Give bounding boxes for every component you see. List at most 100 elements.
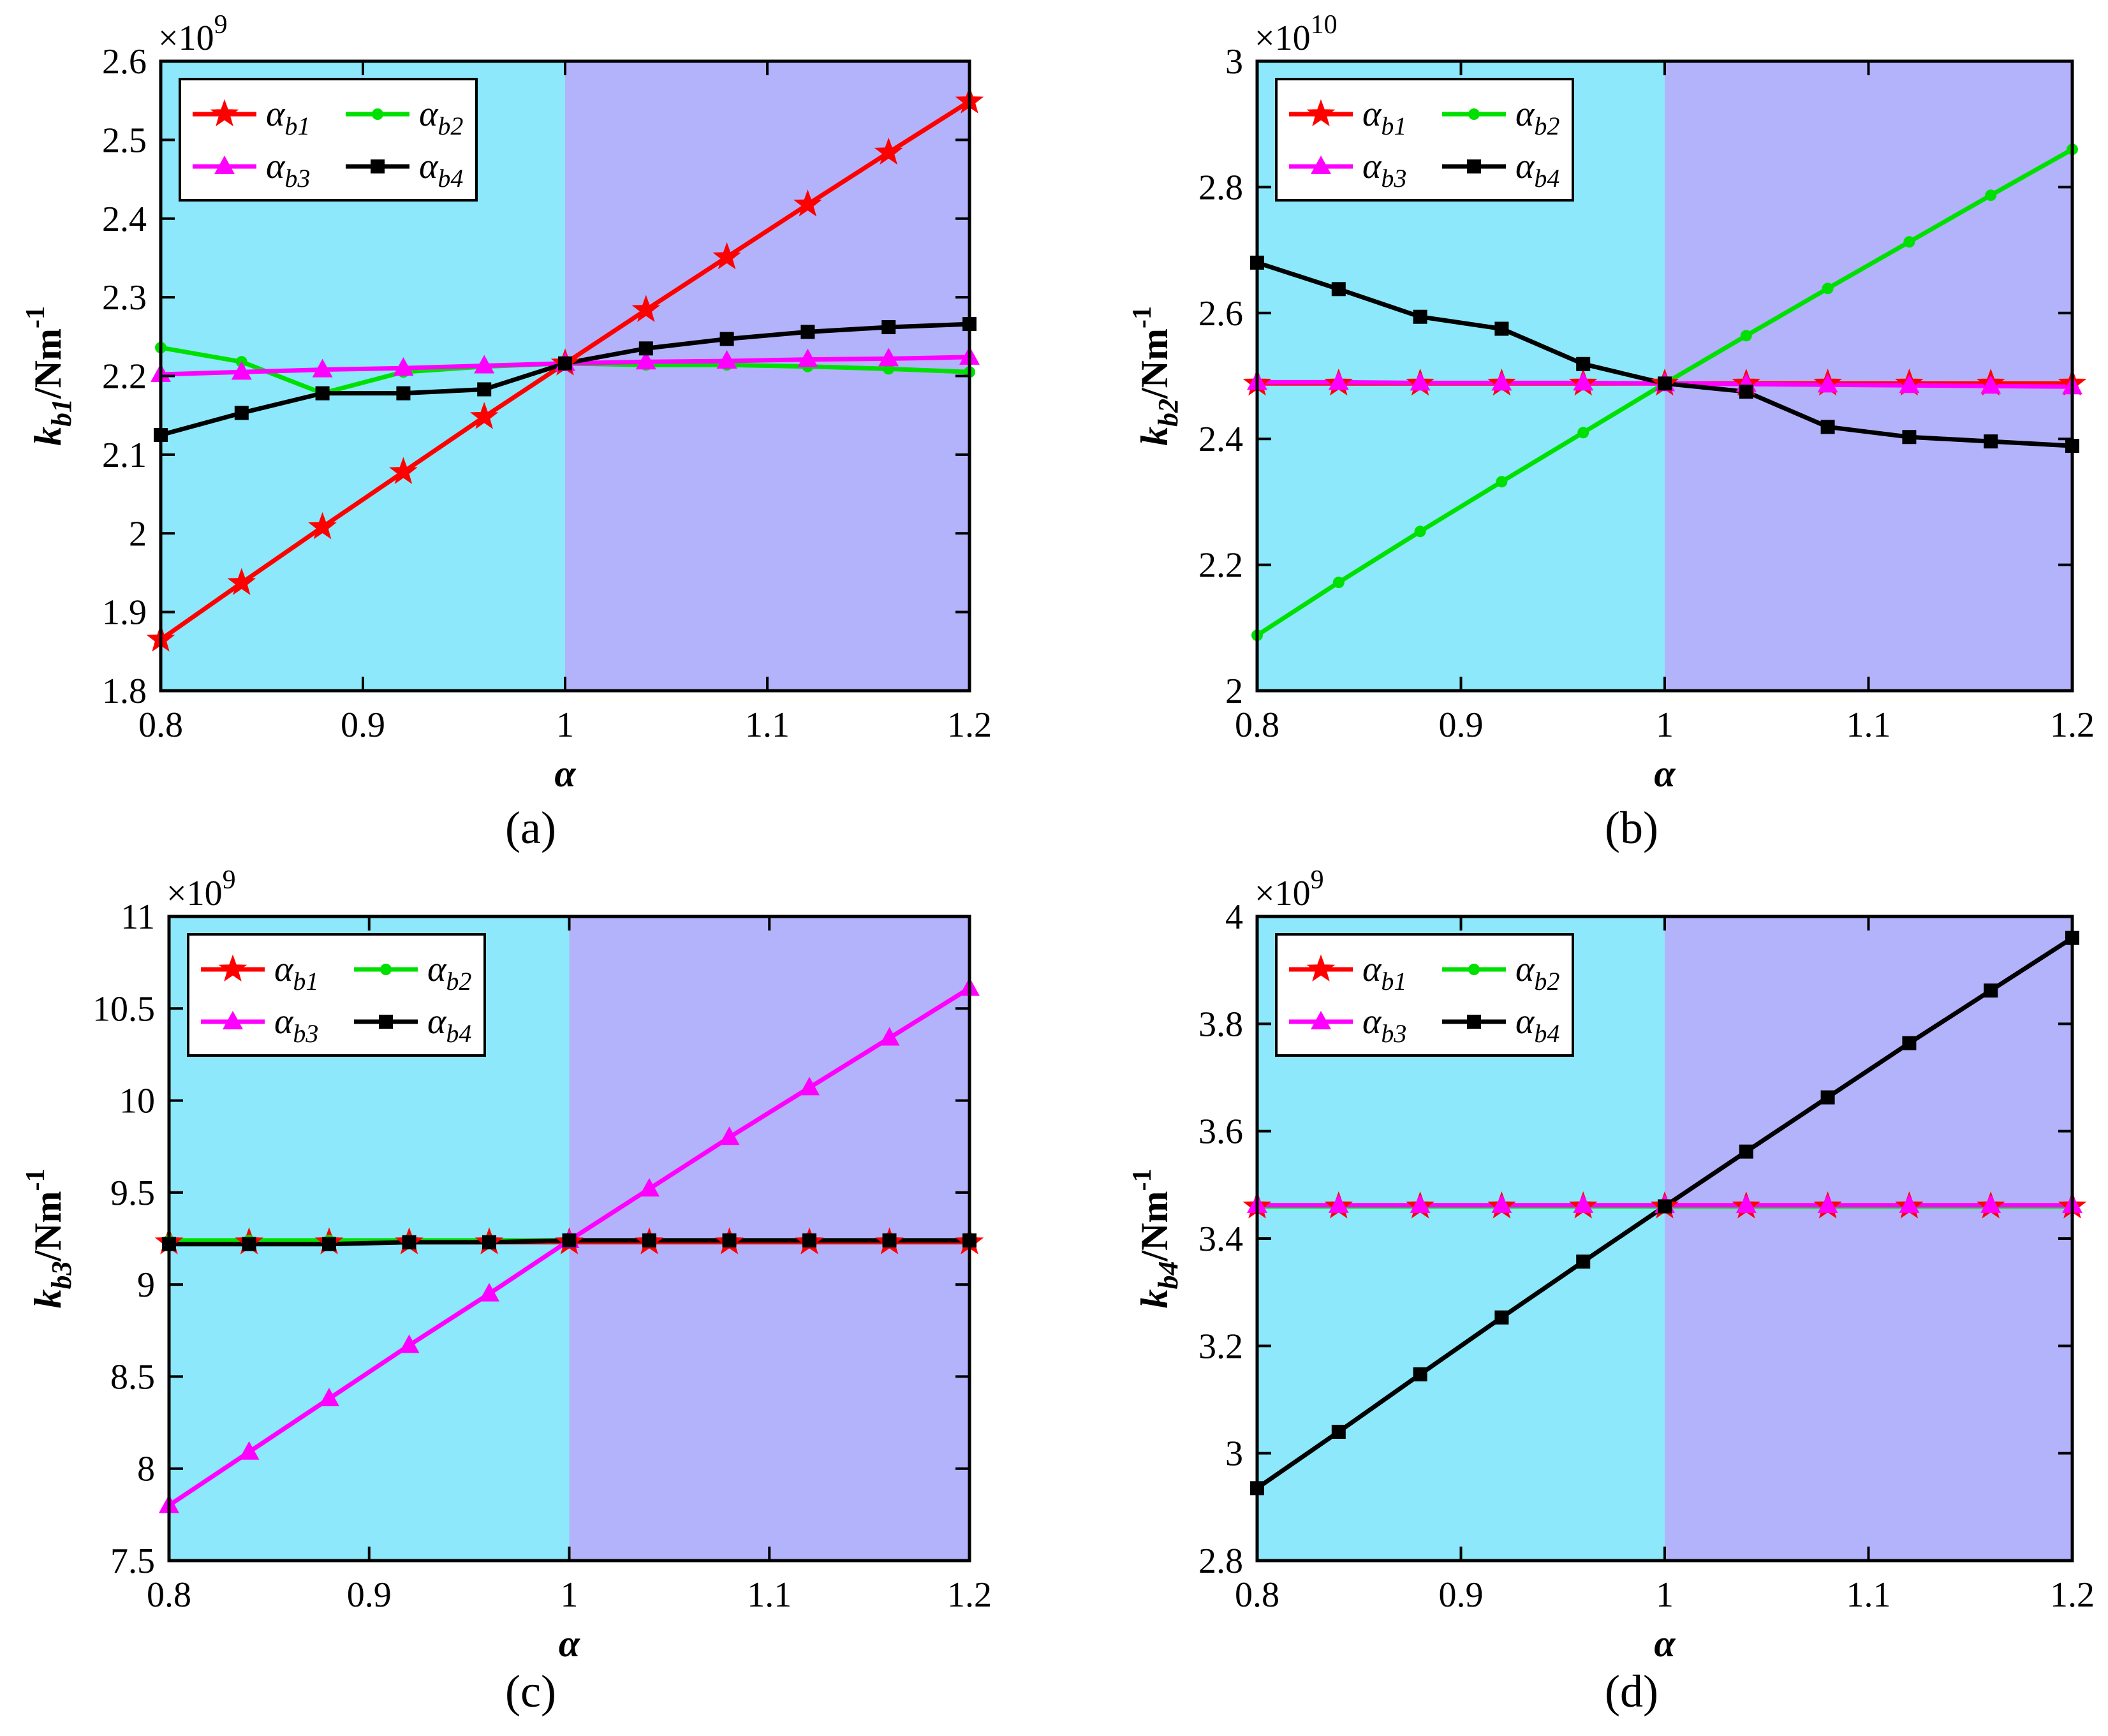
x-axis-label: α (554, 753, 576, 795)
y-tick-label: 2.1 (102, 436, 147, 475)
data-point-b2 (1414, 526, 1426, 538)
data-point-b2 (1822, 283, 1834, 295)
legend-label: αb3 (1362, 147, 1406, 193)
axis-exponent: ×109 (158, 10, 228, 58)
data-point-b1 (469, 402, 499, 429)
legend-label-subscript: b2 (1534, 967, 1559, 996)
legend-item-b1: αb1 (1289, 950, 1406, 996)
data-point-b4 (1331, 282, 1346, 297)
data-point-b3 (319, 1388, 339, 1407)
data-point-b3 (716, 350, 737, 369)
y-tick-label: 2.6 (102, 42, 147, 82)
data-point-b3 (399, 1334, 420, 1353)
legend-label-subscript: b1 (1381, 112, 1406, 140)
y-axis-label: kb1/Nm-1 (21, 306, 77, 446)
legend-label-subscript: b3 (284, 164, 310, 193)
legend-label-symbol: α (1515, 950, 1535, 989)
data-point-b1 (308, 511, 337, 540)
data-point-b4 (1984, 983, 1998, 998)
data-point-b4 (234, 406, 249, 420)
data-point-b3 (799, 1077, 820, 1096)
data-point-b3 (1573, 1194, 1594, 1213)
y-tick-label: 1.8 (102, 672, 147, 711)
data-point-b3 (393, 357, 414, 376)
data-point-b4 (722, 1233, 737, 1247)
data-point-b3 (479, 1283, 499, 1302)
legend-item-b3: αb3 (201, 1002, 318, 1048)
legend-label: αb2 (419, 94, 463, 140)
y-tick-label: 9 (137, 1265, 155, 1305)
legend-label-symbol: α (266, 147, 286, 186)
data-point-b3 (1491, 1194, 1512, 1213)
series-markers (1242, 931, 2087, 1496)
data-point-b4 (1820, 420, 1835, 434)
legend-label-symbol: α (1362, 147, 1382, 186)
y-axis-label: kb4/Nm-1 (1128, 1169, 1184, 1309)
legend-item-b1: αb1 (1289, 94, 1406, 140)
legend-swatch-marker (380, 964, 392, 975)
y-tick-label: 2.2 (102, 357, 147, 397)
data-point-b3 (1328, 371, 1349, 390)
legend-label: αb4 (419, 147, 463, 193)
data-point-b4 (800, 325, 815, 339)
legend-label: αb2 (427, 950, 471, 996)
legend-label: αb4 (427, 1002, 471, 1048)
legend-box (179, 78, 478, 202)
x-tick-label: 1.1 (745, 705, 790, 745)
axis-exponent-base: ×10 (166, 874, 223, 913)
data-point-b4 (1984, 434, 1998, 449)
legend-label-symbol: α (427, 950, 447, 989)
panel-caption: (d) (1605, 1666, 1658, 1717)
y-tick-label: 1.9 (102, 593, 147, 633)
data-point-b1 (793, 189, 822, 217)
data-point-b4 (482, 1235, 496, 1249)
data-point-b4 (558, 356, 572, 371)
x-tick-label: 0.8 (1235, 1575, 1279, 1615)
y-tick-label: 3.8 (1198, 1004, 1243, 1044)
legend-label-symbol: α (274, 1002, 294, 1041)
data-point-b4 (1494, 1310, 1509, 1325)
legend-label: αb1 (274, 950, 318, 996)
legend-item-b4: αb4 (354, 1002, 471, 1048)
axis-exponent: ×1010 (1255, 10, 1338, 58)
y-axis-label-superscript: -1 (21, 1169, 50, 1191)
y-tick-label: 2.6 (1198, 294, 1243, 334)
data-point-b2 (1496, 476, 1508, 488)
data-point-b4 (1576, 1254, 1591, 1269)
legend-label-subscript: b1 (1381, 967, 1406, 996)
x-tick-label: 0.9 (347, 1575, 392, 1615)
data-point-b3 (1573, 372, 1594, 391)
legend-swatch-marker (218, 954, 247, 982)
panel-caption: (c) (505, 1666, 556, 1717)
legend-label: αb3 (274, 1002, 318, 1048)
legend-swatch-marker (1311, 1011, 1331, 1029)
x-axis-label: α (1654, 1622, 1676, 1665)
axis-exponent-power: 10 (1311, 10, 1338, 40)
shaded-region-right (565, 61, 969, 691)
data-point-b4 (882, 1233, 897, 1247)
y-tick-label: 3.4 (1198, 1219, 1243, 1259)
legend-label: αb4 (1515, 147, 1559, 193)
y-tick-label: 2 (1225, 672, 1243, 711)
legend-label-subscript: b4 (446, 1019, 471, 1048)
data-point-b3 (1817, 374, 1838, 393)
legend-box (1275, 78, 1574, 202)
y-tick-label: 3 (1225, 1434, 1243, 1474)
legend-swatch-marker (214, 156, 235, 174)
series-markers (1242, 143, 2087, 642)
legend-swatch-marker (223, 1011, 243, 1029)
data-point-b4 (402, 1235, 416, 1249)
panel-c: 0.8 0.9 1 1.1 1.27.588.599.51010.511×109αkb3… (21, 865, 992, 1717)
x-tick-label: 0.9 (341, 705, 385, 745)
y-tick-label: 11 (121, 897, 155, 937)
data-point-b3 (639, 1178, 660, 1197)
x-tick-label: 1.1 (747, 1575, 792, 1615)
data-point-b4 (562, 1233, 577, 1247)
panel-a: 0.8 0.9 1 1.1 1.2 1.8 1.9 2 2.1 2.2 2.3 2.4 2.5 2.6 ×1… (21, 10, 992, 853)
x-tick-label: 0.8 (1235, 705, 1279, 745)
y-tick-label: 2.8 (1198, 168, 1243, 207)
data-point-b3 (239, 1441, 260, 1460)
legend-label-symbol: α (266, 94, 286, 134)
shaded-region-right (1665, 61, 2072, 691)
